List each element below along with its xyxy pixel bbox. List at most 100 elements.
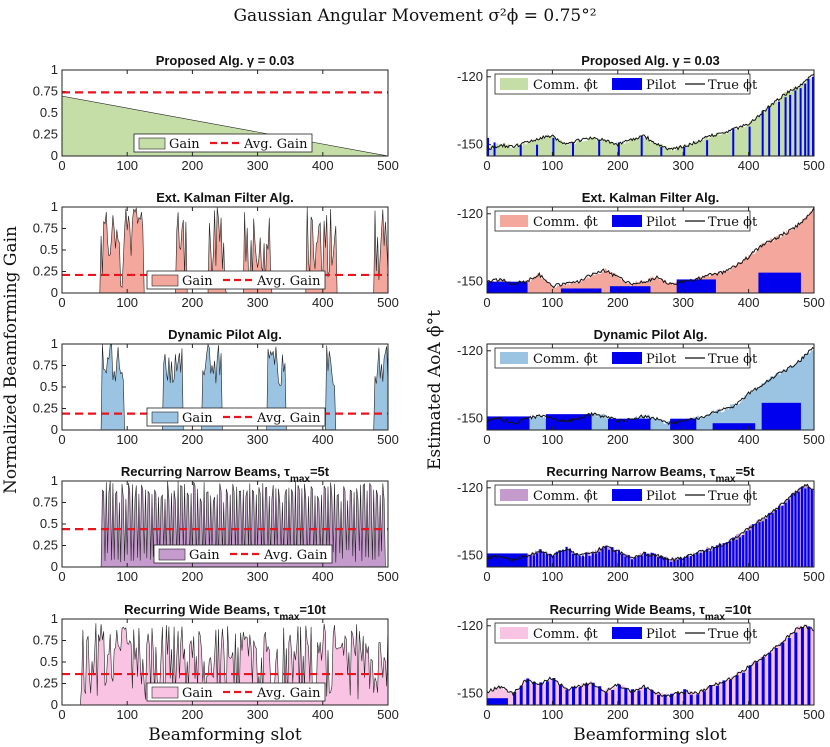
legend-pilot-swatch	[612, 627, 642, 639]
pilot-bar	[630, 559, 634, 567]
legend-gain-swatch	[151, 411, 179, 424]
x-tick-label: 0	[58, 295, 65, 310]
pilot-bar	[663, 694, 667, 705]
pilot-bar	[774, 647, 778, 705]
pilot-bar	[532, 681, 536, 705]
plot-frame	[486, 69, 815, 157]
pilot-bar	[637, 690, 641, 705]
x-tick-label: 500	[803, 158, 825, 173]
x-tick-label: 300	[247, 158, 269, 173]
pilot-bar	[588, 555, 591, 567]
x-tick-label: 300	[672, 295, 694, 310]
x-tick-label: 200	[607, 569, 629, 584]
pilot-bar	[598, 551, 601, 567]
legend-avg-label: Avg. Gain	[256, 411, 321, 426]
panel-aoa-narrow: Recurring Narrow Beams, τmax=5t -120 -1500…	[457, 464, 825, 584]
comm-estimate-area	[487, 347, 814, 430]
pilot-bar	[536, 144, 539, 156]
legend-true-label: True ϕt	[708, 489, 758, 504]
y-tick-label: -120	[457, 343, 483, 358]
y-tick-label: -120	[457, 206, 483, 221]
pilot-bar	[558, 685, 562, 705]
pilot-bar	[532, 555, 535, 567]
right-y-axis-label: Estimated AoA ϕ̂°t	[425, 310, 445, 470]
x-tick-label: 400	[312, 569, 334, 584]
y-tick-label: -120	[457, 618, 483, 633]
pilot-bar	[768, 106, 771, 156]
pilot-bar	[562, 550, 565, 567]
pilot-bar	[784, 97, 787, 156]
y-tick-label: 0.5	[40, 105, 58, 120]
pilot-bar	[709, 551, 712, 567]
pilot-bar	[799, 88, 802, 156]
pilot-bar	[787, 499, 791, 567]
legend-comm-swatch	[500, 489, 528, 501]
pilot-bar	[794, 492, 797, 567]
pilot-bar	[683, 557, 686, 567]
pilot-bar	[807, 79, 810, 156]
x-tick-label: 0	[483, 432, 490, 447]
x-tick-label: 300	[247, 432, 269, 447]
x-tick-label: 0	[483, 295, 490, 310]
x-tick-label: 0	[483, 707, 490, 722]
pilot-bar	[487, 553, 528, 567]
legend-avg-label: Avg. Gain	[243, 137, 308, 152]
legend-gain-swatch	[138, 137, 166, 150]
x-tick-label: 500	[377, 158, 399, 173]
pilot-bar	[568, 548, 571, 567]
pilot-bar	[607, 418, 651, 430]
pilot-bar	[624, 556, 627, 567]
pilot-bar	[634, 557, 637, 567]
x-tick-label: 100	[542, 707, 564, 722]
legend-pilot-swatch	[612, 352, 642, 364]
y-tick-label: -150	[457, 411, 483, 426]
legend-pilot-label: Pilot	[646, 78, 677, 93]
legend-comm-label: Comm. ϕ̂t	[533, 352, 599, 367]
pilot-bar	[519, 685, 523, 705]
pilot-bar	[578, 687, 582, 705]
panel-title: Proposed Alg. γ = 0.03	[156, 53, 295, 68]
y-tick-label: 0.25	[33, 401, 58, 416]
pilot-bar	[591, 553, 594, 567]
x-tick-label: 0	[58, 158, 65, 173]
y-tick-label: 1	[51, 611, 58, 626]
x-tick-label: 500	[377, 295, 399, 310]
legend-pilot-label: Pilot	[646, 627, 677, 642]
x-tick-label: 500	[803, 569, 825, 584]
pilot-bar	[683, 689, 687, 705]
pilot-bar	[555, 551, 558, 567]
pilot-bar	[778, 506, 781, 567]
legend-gain-swatch	[151, 686, 179, 699]
pilot-bar	[689, 694, 693, 705]
pilot-bar	[702, 550, 706, 567]
pilot-bar	[676, 692, 680, 705]
pilot-bar	[787, 638, 791, 705]
x-tick-label: 0	[58, 707, 65, 722]
legend-true-label: True ϕt	[708, 352, 758, 367]
pilot-bar	[611, 547, 614, 567]
pilot-bar	[549, 554, 552, 567]
x-tick-label: 200	[182, 707, 204, 722]
pilot-bar	[738, 537, 741, 567]
y-tick-label: 0.5	[40, 654, 58, 669]
x-tick-label: 300	[247, 295, 269, 310]
pilot-bar	[732, 537, 735, 567]
pilot-bar	[794, 632, 798, 705]
left-y-axis-label: Normalized Beamforming Gain	[1, 226, 21, 494]
y-tick-label: -150	[457, 274, 483, 289]
pilot-bar	[660, 555, 663, 567]
pilot-bar	[565, 689, 569, 705]
pilot-bar	[487, 281, 528, 293]
pilot-bar	[812, 76, 815, 156]
y-tick-label: 0.25	[33, 127, 58, 142]
panel-title: Ext. Kalman Filter Alg.	[582, 190, 720, 205]
pilot-bar	[679, 557, 683, 567]
pilot-bar	[751, 524, 755, 567]
x-tick-label: 400	[738, 432, 760, 447]
pilot-bar	[702, 691, 706, 705]
legend-comm-label: Comm. ϕ̂t	[533, 489, 599, 504]
panel-gain-kalman: Ext. Kalman Filter Alg. 0 0.25 0.5 0.75 1 0 100…	[33, 190, 399, 310]
legend-comm-swatch	[500, 78, 528, 90]
